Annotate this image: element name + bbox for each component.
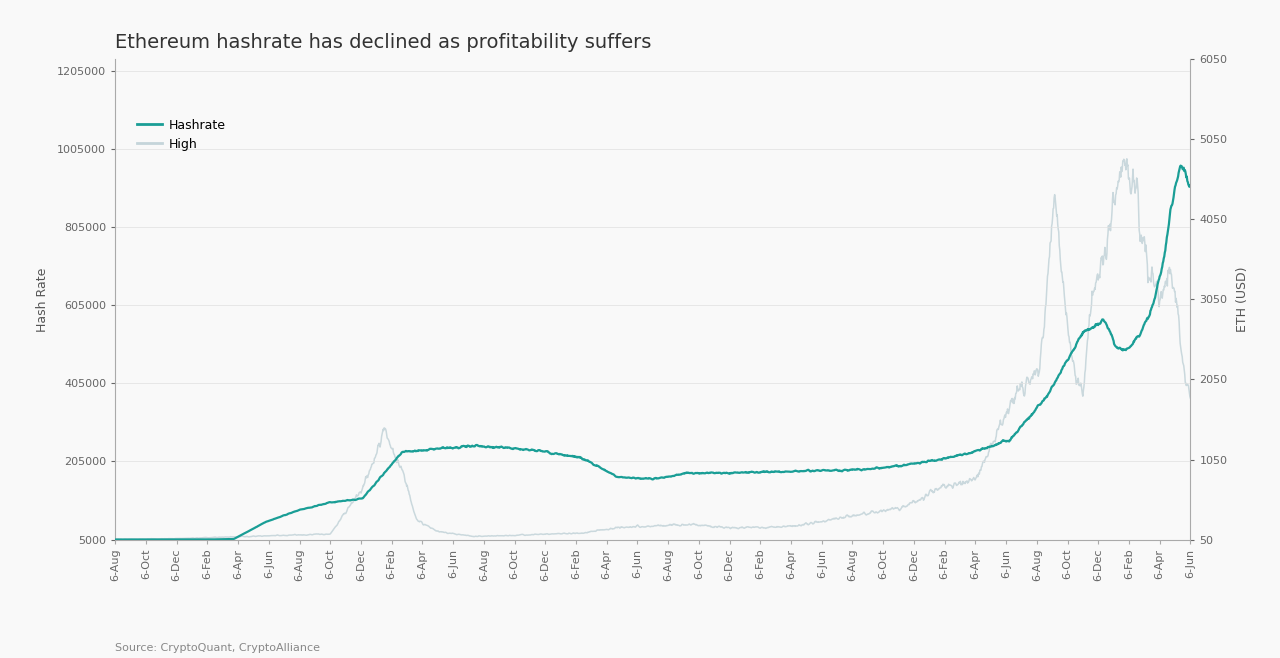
Text: Source: CryptoQuant, CryptoAlliance: Source: CryptoQuant, CryptoAlliance xyxy=(115,644,320,653)
Text: Ethereum hashrate has declined as profitability suffers: Ethereum hashrate has declined as profit… xyxy=(115,33,652,52)
Legend: Hashrate, High: Hashrate, High xyxy=(132,113,230,156)
Y-axis label: ETH (USD): ETH (USD) xyxy=(1236,266,1249,332)
Y-axis label: Hash Rate: Hash Rate xyxy=(36,267,49,332)
